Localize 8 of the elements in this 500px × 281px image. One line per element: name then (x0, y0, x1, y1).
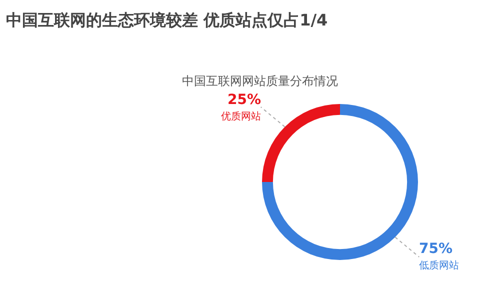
slice-label: 低质网站 (419, 260, 459, 272)
chart-subtitle: 中国互联网网站质量分布情况 (182, 74, 338, 88)
data-label: 25% (227, 92, 261, 108)
data-label: 75% (419, 241, 453, 257)
slice-label: 优质网站 (221, 110, 261, 123)
donut-slice (262, 104, 418, 260)
chart-title: 中国互联网的生态环境较差 优质站点仅占1/4 (6, 10, 328, 30)
donut-slice (262, 104, 340, 182)
